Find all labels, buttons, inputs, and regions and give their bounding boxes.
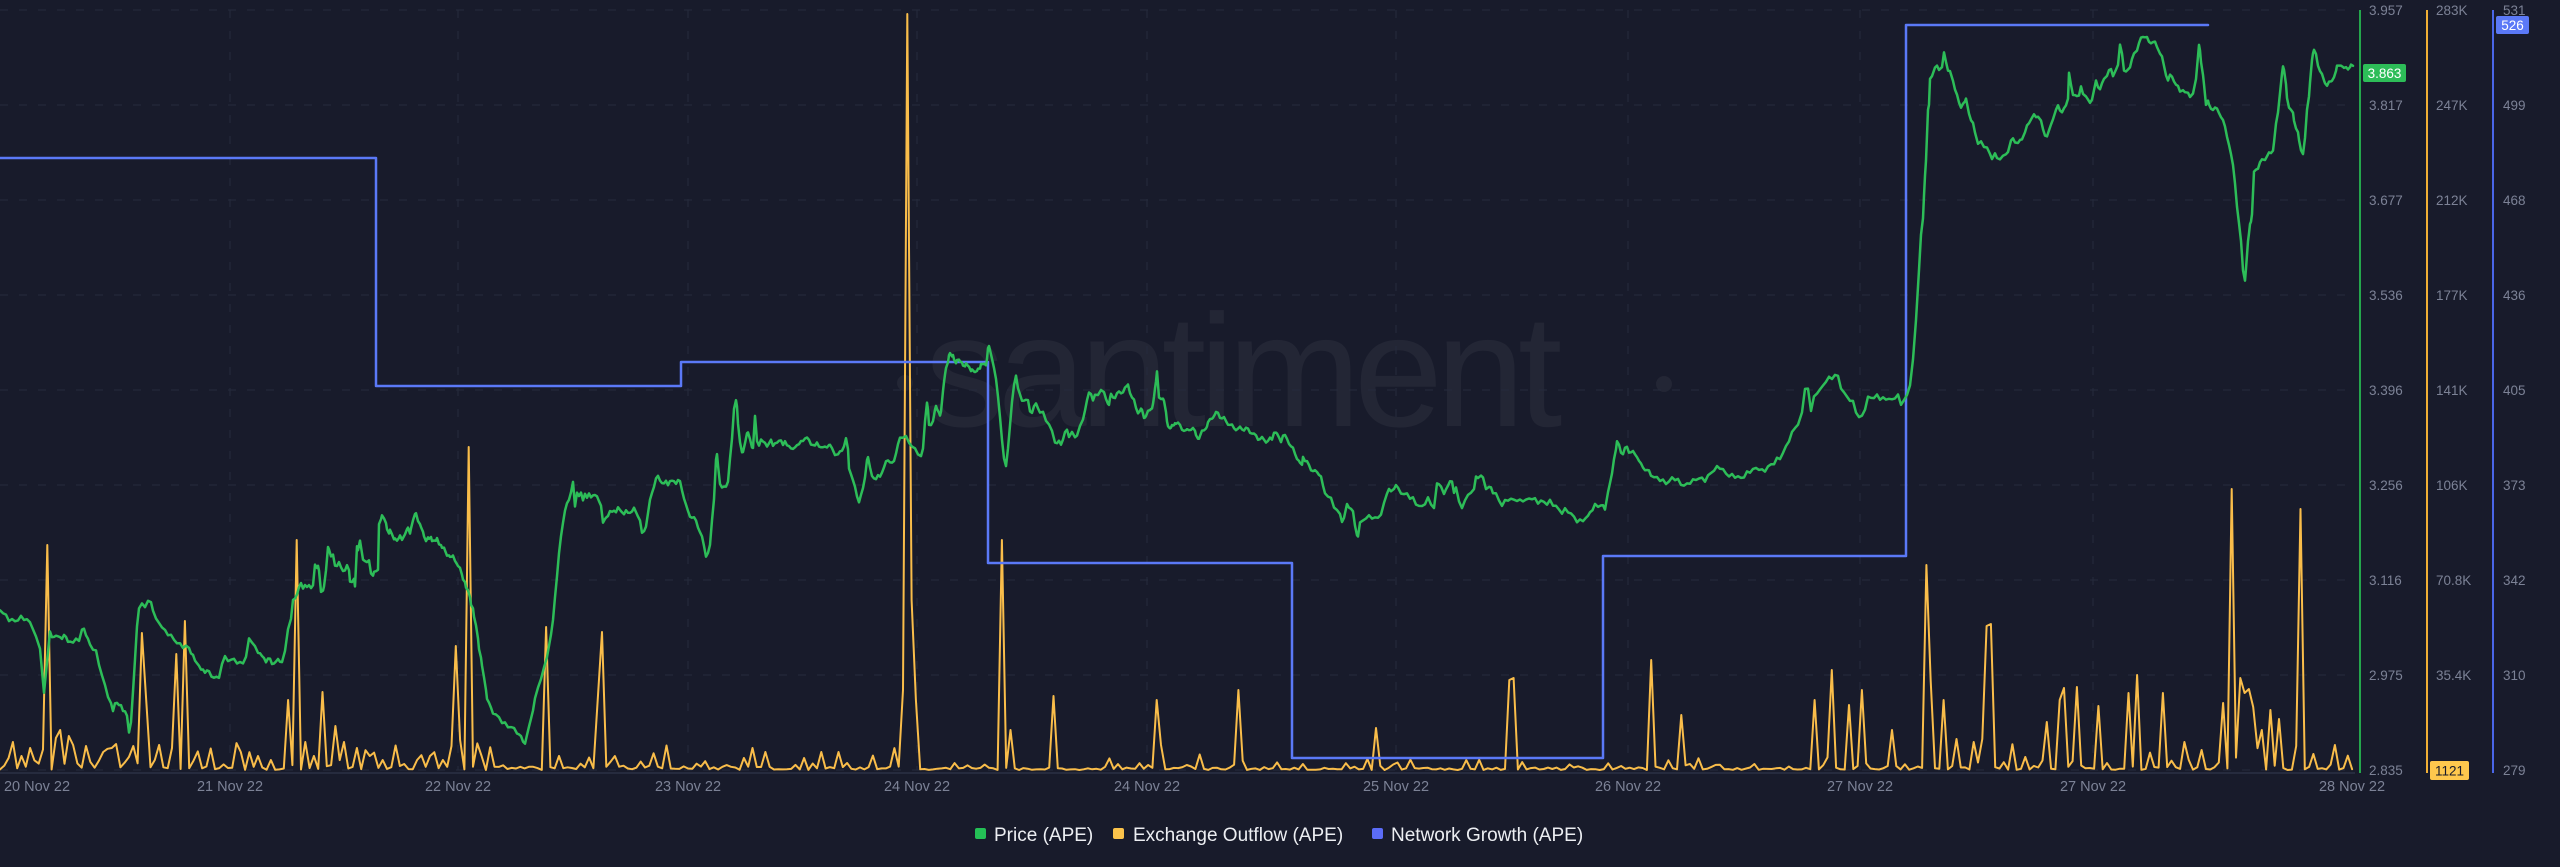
svg-text:24 Nov 22: 24 Nov 22 xyxy=(1114,779,1180,795)
svg-text:106K: 106K xyxy=(2436,478,2468,493)
svg-text:283K: 283K xyxy=(2436,3,2468,18)
svg-text:3.396: 3.396 xyxy=(2369,383,2403,398)
svg-text:Price (APE): Price (APE) xyxy=(994,825,1093,846)
svg-text:373: 373 xyxy=(2503,478,2526,493)
svg-text:342: 342 xyxy=(2503,573,2526,588)
svg-text:212K: 212K xyxy=(2436,193,2468,208)
svg-text:santiment: santiment xyxy=(925,281,1562,460)
svg-text:3.256: 3.256 xyxy=(2369,478,2403,493)
svg-text:21 Nov 22: 21 Nov 22 xyxy=(197,779,263,795)
svg-text:3.863: 3.863 xyxy=(2368,66,2402,81)
svg-text:177K: 177K xyxy=(2436,288,2468,303)
svg-text:3.957: 3.957 xyxy=(2369,3,2403,18)
svg-text:27 Nov 22: 27 Nov 22 xyxy=(1827,779,1893,795)
svg-text:25 Nov 22: 25 Nov 22 xyxy=(1363,779,1429,795)
svg-text:Exchange Outflow (APE): Exchange Outflow (APE) xyxy=(1133,825,1343,846)
svg-text:2.975: 2.975 xyxy=(2369,668,2403,683)
svg-text:3.116: 3.116 xyxy=(2369,573,2402,588)
svg-text:3.677: 3.677 xyxy=(2369,193,2403,208)
svg-text:28 Nov 22: 28 Nov 22 xyxy=(2319,779,2385,795)
svg-text:70.8K: 70.8K xyxy=(2436,573,2471,588)
svg-text:Network Growth (APE): Network Growth (APE) xyxy=(1391,825,1583,846)
svg-text:3.536: 3.536 xyxy=(2369,288,2403,303)
svg-text:436: 436 xyxy=(2503,288,2526,303)
svg-text:20 Nov 22: 20 Nov 22 xyxy=(4,779,70,795)
svg-text:405: 405 xyxy=(2503,383,2526,398)
svg-text:499: 499 xyxy=(2503,98,2526,113)
svg-text:23 Nov 22: 23 Nov 22 xyxy=(655,779,721,795)
svg-text:1121: 1121 xyxy=(2435,764,2464,779)
svg-text:24 Nov 22: 24 Nov 22 xyxy=(884,779,950,795)
svg-text:27 Nov 22: 27 Nov 22 xyxy=(2060,779,2126,795)
svg-text:468: 468 xyxy=(2503,193,2526,208)
svg-text:279: 279 xyxy=(2503,763,2526,778)
svg-text:26 Nov 22: 26 Nov 22 xyxy=(1595,779,1661,795)
svg-text:3.817: 3.817 xyxy=(2369,98,2403,113)
svg-text:247K: 247K xyxy=(2436,98,2468,113)
svg-text:526: 526 xyxy=(2501,18,2524,33)
svg-text:141K: 141K xyxy=(2436,383,2468,398)
svg-text:35.4K: 35.4K xyxy=(2436,668,2471,683)
svg-text:22 Nov 22: 22 Nov 22 xyxy=(425,779,491,795)
svg-text:531: 531 xyxy=(2503,3,2526,18)
svg-text:310: 310 xyxy=(2503,668,2526,683)
svg-text:2.835: 2.835 xyxy=(2369,763,2403,778)
